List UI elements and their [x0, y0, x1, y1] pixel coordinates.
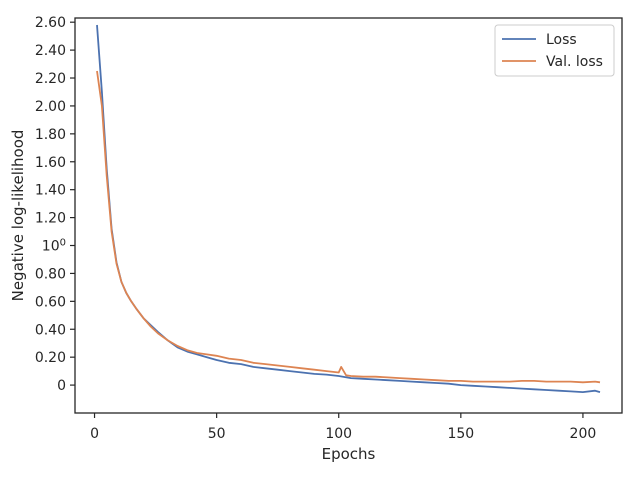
y-tick-superscript: 0 [60, 237, 66, 248]
y-tick-label: 2.00 [35, 99, 66, 115]
y-tick-label: 0.40 [35, 322, 66, 338]
y-tick-label: 100 [42, 237, 66, 255]
x-tick-label: 200 [570, 426, 597, 442]
y-tick-label: 1.40 [35, 183, 66, 199]
y-axis: 0 0.20 0.40 0.60 0.80 100 1.20 1.40 1.60 1.80 2.00… [35, 15, 75, 394]
x-tick-label: 50 [208, 426, 226, 442]
y-tick-label: 0 [57, 378, 66, 394]
y-tick-label: 1.60 [35, 155, 66, 171]
y-tick-label: 2.60 [35, 15, 66, 31]
legend-label-loss: Loss [546, 32, 577, 48]
y-tick-label: 2.20 [35, 71, 66, 87]
x-tick-label: 150 [447, 426, 474, 442]
legend-frame [494, 24, 615, 77]
x-tick-label: 0 [90, 426, 99, 442]
x-tick-label: 100 [325, 426, 352, 442]
legend: Loss Val. loss [494, 24, 615, 77]
y-axis-label: Negative log-likelihood [9, 130, 27, 302]
y-tick-label: 1.20 [35, 211, 66, 227]
plot-frame [74, 17, 623, 414]
y-tick-label: 2.40 [35, 43, 66, 59]
series-layer [96, 24, 601, 394]
series-line-val-loss [96, 70, 601, 384]
legend-label-val-loss: Val. loss [546, 54, 603, 70]
plot-background [75, 18, 622, 413]
x-axis-label: Epochs [322, 445, 376, 463]
y-tick-label: 0.80 [35, 266, 66, 282]
y-tick-label: 0.60 [35, 294, 66, 310]
y-tick-label: 1.80 [35, 127, 66, 143]
x-axis: 0 50 100 150 200 [90, 413, 596, 442]
y-tick-label: 0.20 [35, 350, 66, 366]
